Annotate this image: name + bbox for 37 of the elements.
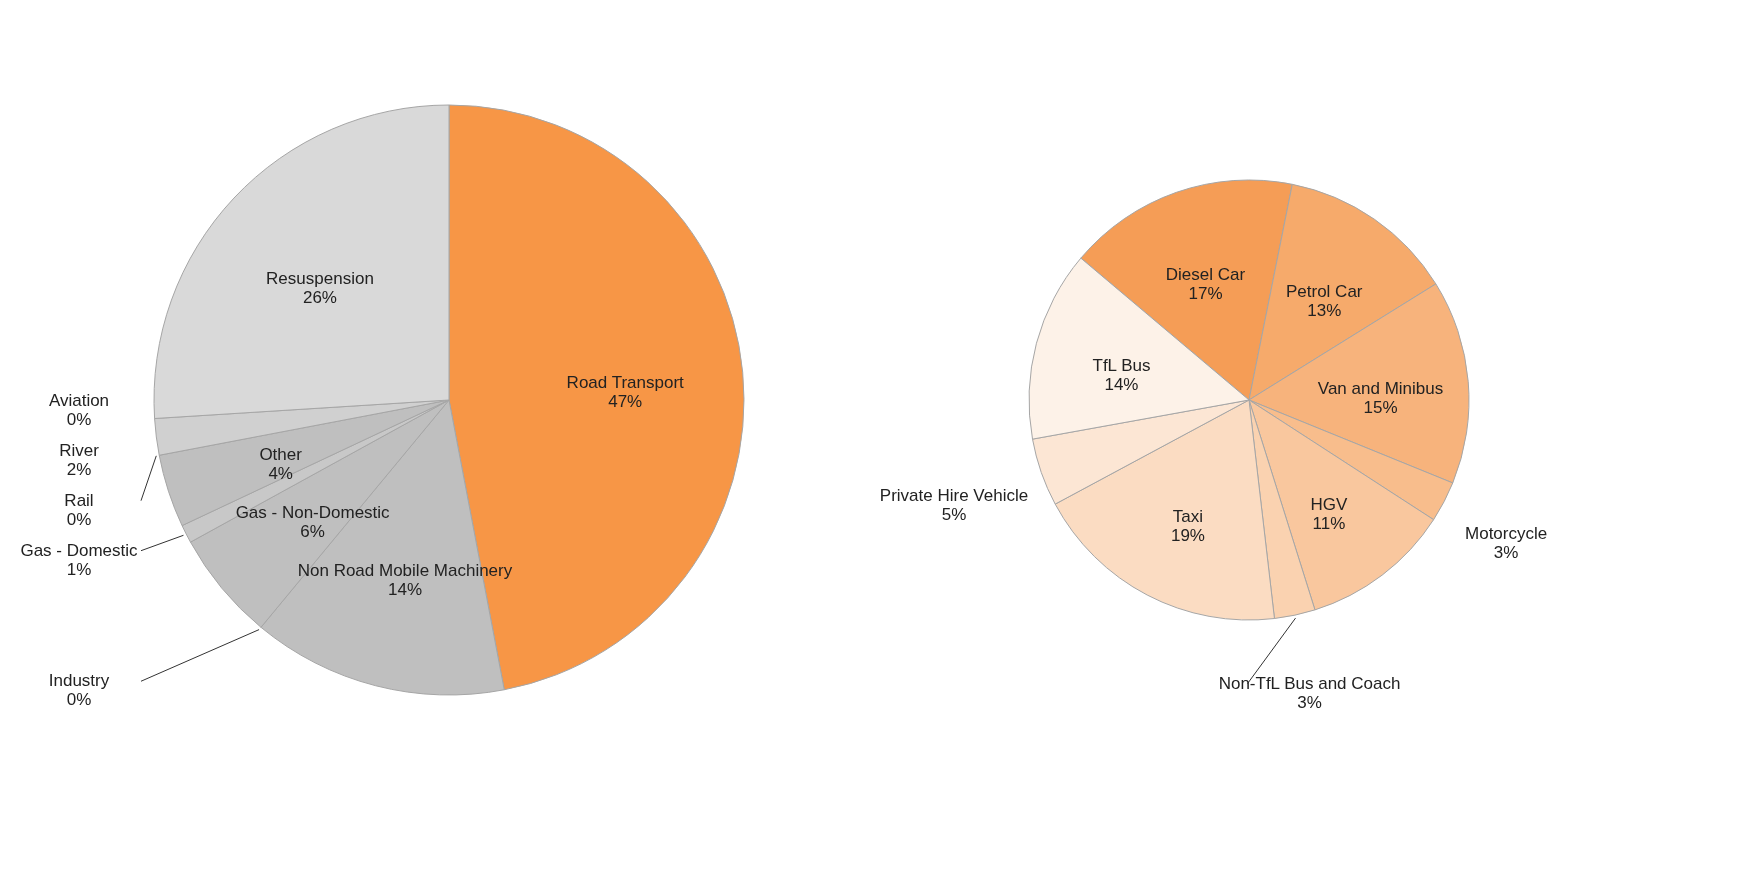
data-label: 17% xyxy=(1188,284,1223,304)
data-label: 3% xyxy=(1297,692,1322,712)
text: 0% xyxy=(66,509,92,529)
data-label: 15% xyxy=(1363,397,1398,417)
slice-label: Van and Minibus xyxy=(1317,378,1444,398)
data-label: 14% xyxy=(1104,374,1139,394)
category-label: Rail xyxy=(64,490,94,510)
slice-label: Road Transport xyxy=(566,373,685,393)
slice-label: River xyxy=(59,440,100,460)
slice-label: Gas - Domestic xyxy=(20,540,139,560)
data-label: 2% xyxy=(66,459,92,479)
slice-label: HGV xyxy=(1310,495,1348,515)
slice-label: Other xyxy=(259,444,303,464)
category-label: Aviation xyxy=(48,390,110,410)
data-label: 47% xyxy=(608,392,643,412)
data-label: 13% xyxy=(1307,300,1342,320)
data-label: 14% xyxy=(387,580,422,600)
slice-label: Petrol Car xyxy=(1285,281,1363,301)
text: 0% xyxy=(66,409,92,429)
slice-label: TfL Bus xyxy=(1092,355,1151,375)
data-label: 6% xyxy=(300,521,325,541)
slice-label: Private Hire Vehicle xyxy=(879,485,1029,505)
text: 0% xyxy=(66,690,92,710)
data-label: 3% xyxy=(1493,543,1519,563)
data-label: 1% xyxy=(66,559,92,579)
data-label: 5% xyxy=(941,504,967,524)
slice-label: Motorcycle xyxy=(1465,524,1548,544)
category-label: Industry xyxy=(48,671,110,691)
data-label: 11% xyxy=(1312,514,1346,534)
slice-label: Diesel Car xyxy=(1165,265,1246,285)
slice-label: Gas - Non-Domestic xyxy=(235,502,391,522)
data-label: 26% xyxy=(302,287,337,307)
data-label: 4% xyxy=(268,463,293,483)
slice-label: Non-TfL Bus and Coach xyxy=(1218,673,1401,693)
slice-label: Resuspension xyxy=(266,268,374,288)
data-label: 19% xyxy=(1170,526,1205,546)
slice-label: Taxi xyxy=(1172,507,1204,527)
